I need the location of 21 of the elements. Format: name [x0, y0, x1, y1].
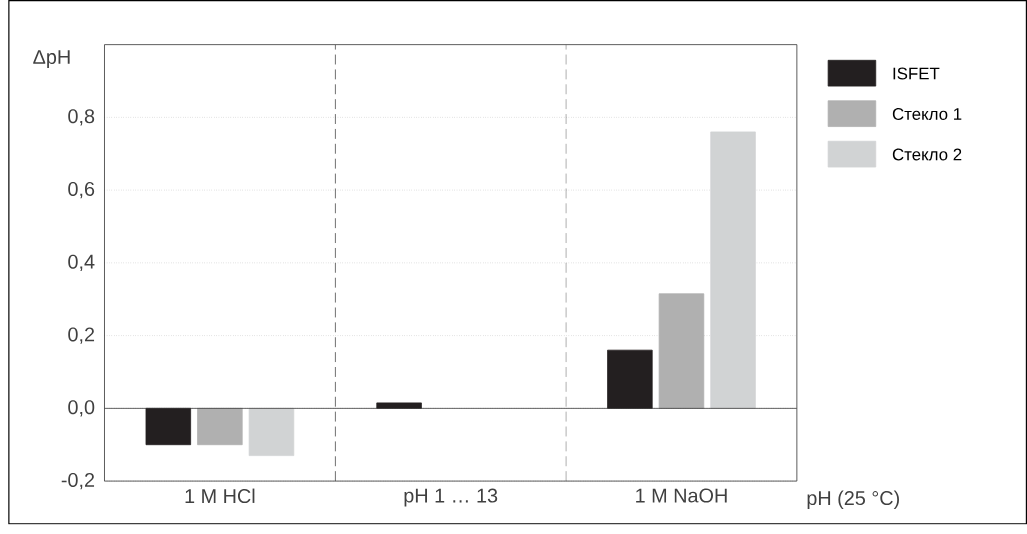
- y-tick-label: 0,0: [68, 400, 95, 417]
- y-tick-label: 0,4: [68, 254, 95, 272]
- y-tick-label: 0,8: [68, 109, 95, 126]
- bar: [376, 402, 422, 409]
- legend-label: Стекло 2: [892, 148, 962, 161]
- x-tick-label: 1 M NaOH: [636, 488, 727, 503]
- x-tick-label: pH 1 … 13: [404, 488, 498, 507]
- y-axis-title: ΔpH: [33, 50, 70, 69]
- legend-label: ISFET: [893, 67, 940, 80]
- bar: [145, 408, 192, 446]
- bar: [197, 408, 243, 446]
- bar: [248, 408, 295, 457]
- bar: [710, 131, 756, 409]
- bar: [607, 349, 653, 409]
- x-tick-label: 1 M HCl: [185, 488, 255, 504]
- legend-label: Стекло 1: [892, 108, 962, 121]
- y-tick-label: -0,2: [61, 473, 95, 490]
- x-axis-title: pH (25 °C): [807, 490, 899, 510]
- y-tick-label: 0,2: [68, 327, 95, 344]
- y-tick-label: 0,6: [68, 182, 95, 199]
- bar: [658, 293, 705, 409]
